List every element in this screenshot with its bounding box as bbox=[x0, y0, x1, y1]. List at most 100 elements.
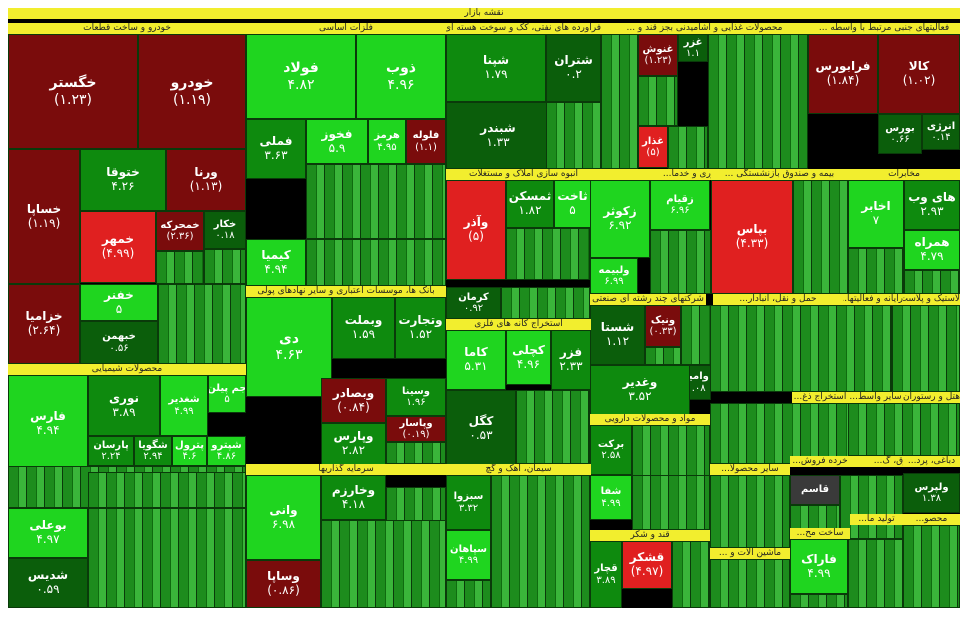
sector-header: انبوه سازی املاک و مستغلات bbox=[446, 169, 601, 180]
tile-symbol: فملی bbox=[259, 134, 293, 149]
small-cap-tiles-region bbox=[306, 164, 446, 239]
treemap-tile[interactable]: قچار ۳.۸۹ bbox=[590, 541, 622, 608]
treemap-tile[interactable]: هرمز ۴.۹۵ bbox=[368, 119, 406, 164]
sector-header: سایر واسط... bbox=[848, 392, 903, 403]
treemap-tile[interactable]: فرابورس (۱.۸۴) bbox=[808, 34, 878, 114]
treemap-tile[interactable]: وبصادر (۰.۸۴) bbox=[321, 378, 386, 423]
treemap-tile[interactable]: کچلی ۴.۹۶ bbox=[506, 330, 551, 385]
treemap-tile[interactable]: ثمسکن ۱.۸۲ bbox=[506, 180, 554, 228]
treemap-tile[interactable]: نوری ۳.۸۹ bbox=[88, 375, 160, 436]
treemap-tile[interactable]: فاراک ۴.۹۹ bbox=[790, 539, 848, 594]
tile-change: ۴.۶۳ bbox=[275, 347, 303, 363]
tile-change: ۳.۵۲ bbox=[628, 389, 652, 403]
treemap-tile[interactable]: پترول ۴.۶ bbox=[172, 436, 207, 466]
treemap-tile[interactable]: پارسان ۲.۲۴ bbox=[88, 436, 134, 466]
tile-symbol: خکار bbox=[213, 218, 237, 230]
sector-header: فعالیتهای جنبی مرتبط با واسطه ... bbox=[808, 23, 960, 34]
treemap-tile[interactable]: خمحرکه (۲.۳۶) bbox=[156, 211, 204, 251]
treemap-tile[interactable]: وانی ۶.۹۸ bbox=[246, 475, 321, 560]
treemap-tile[interactable]: ولپرس ۱.۳۸ bbox=[903, 473, 960, 513]
small-cap-tiles-region bbox=[491, 475, 590, 608]
treemap-tile[interactable]: زکوثر ۶.۹۲ bbox=[590, 180, 650, 258]
treemap-tile[interactable]: وتجارت ۱.۵۲ bbox=[395, 297, 446, 359]
treemap-tile[interactable]: سبزوا ۳.۳۲ bbox=[446, 475, 491, 530]
treemap-tile[interactable]: های وب ۲.۹۳ bbox=[904, 180, 960, 230]
treemap-tile[interactable]: ونیک (۰.۳۳) bbox=[645, 305, 681, 347]
treemap-tile[interactable]: خگستر (۱.۲۳) bbox=[8, 34, 138, 149]
treemap-tile[interactable]: خودرو (۱.۱۹) bbox=[138, 34, 246, 149]
sector-header: ماشین آلات و ... bbox=[710, 548, 790, 559]
tile-change: (۴.۹۹) bbox=[101, 246, 135, 260]
treemap-tile[interactable]: سپاهان ۴.۹۹ bbox=[446, 530, 491, 580]
treemap-tile[interactable]: قشکر (۴.۹۷) bbox=[622, 541, 672, 589]
treemap-tile[interactable]: شغدیر ۴.۹۹ bbox=[160, 375, 208, 436]
treemap-tile[interactable]: بورس ۰.۶۶ bbox=[878, 114, 922, 154]
tile-symbol: انرژی bbox=[926, 120, 956, 132]
treemap-tile[interactable]: خساپا (۱.۱۹) bbox=[8, 149, 80, 284]
treemap-tile[interactable]: انرژی ۰.۱۴ bbox=[922, 114, 960, 150]
treemap-tile[interactable]: غزر ۱.۱ bbox=[678, 34, 708, 62]
treemap-tile[interactable]: همراه ۴.۷۹ bbox=[904, 230, 960, 270]
treemap-tile[interactable]: شبندر ۱.۳۳ bbox=[446, 102, 550, 169]
treemap-tile[interactable]: شپنا ۱.۷۹ bbox=[446, 34, 546, 102]
treemap-tile[interactable]: دی ۴.۶۳ bbox=[246, 297, 332, 397]
treemap-tile[interactable]: جم پیلن ۵ bbox=[208, 375, 246, 413]
treemap-tile[interactable]: ولبیمه ۶.۹۹ bbox=[590, 258, 638, 294]
treemap-tile[interactable]: بوعلی ۴.۹۷ bbox=[8, 508, 88, 558]
sector-header: فلزات اساسی bbox=[246, 23, 446, 34]
treemap-tile[interactable]: خفنر ۵ bbox=[80, 284, 158, 321]
treemap-tile[interactable]: کالا (۱.۰۲) bbox=[878, 34, 960, 114]
treemap-tile[interactable]: اخابر ۷ bbox=[848, 180, 904, 248]
treemap-tile[interactable]: خزامیا (۲.۶۴) bbox=[8, 284, 80, 364]
small-cap-tiles-region bbox=[88, 472, 246, 508]
sector-header: استخراج کانه های فلزی bbox=[446, 319, 591, 330]
treemap-tile[interactable]: غذار (۵) bbox=[638, 126, 668, 168]
treemap-tile[interactable]: فخوز ۵.۹ bbox=[306, 119, 368, 164]
treemap-tile[interactable]: کرمان ۰.۹۲ bbox=[446, 287, 501, 319]
treemap-tile[interactable]: شتران ۰.۲ bbox=[546, 34, 601, 102]
treemap-tile[interactable]: وآذر (۵) bbox=[446, 180, 506, 280]
treemap-tile[interactable]: فارس ۴.۹۴ bbox=[8, 375, 88, 472]
treemap-tile[interactable]: شستا ۱.۱۲ bbox=[590, 305, 645, 365]
treemap-tile[interactable]: فلوله (۱.۱) bbox=[406, 119, 446, 164]
tile-symbol: قچار bbox=[594, 563, 618, 574]
treemap-tile[interactable]: شگویا ۲.۹۴ bbox=[134, 436, 172, 466]
treemap-tile[interactable]: وپارس ۲.۸۲ bbox=[321, 423, 386, 465]
treemap-tile[interactable]: بپاس (۴.۳۳) bbox=[711, 180, 793, 294]
treemap-tile[interactable]: وپاسار (۰.۱۹) bbox=[386, 416, 446, 442]
treemap-tile[interactable]: خبهمن ۰.۵۶ bbox=[80, 321, 158, 364]
tile-symbol: خزامیا bbox=[25, 309, 63, 324]
treemap-tile[interactable]: زقیام ۶.۹۶ bbox=[650, 180, 710, 230]
treemap-tile[interactable]: خمهر (۴.۹۹) bbox=[80, 211, 156, 283]
treemap-tile[interactable]: وخارزم ۴.۱۸ bbox=[321, 475, 386, 520]
treemap-tile[interactable]: کاما ۵.۳۱ bbox=[446, 330, 506, 390]
treemap-tile[interactable]: وغدیر ۳.۵۲ bbox=[590, 365, 690, 415]
small-cap-tiles-region bbox=[638, 76, 678, 126]
treemap-tile[interactable]: کگل ۰.۵۳ bbox=[446, 390, 516, 468]
treemap-tile[interactable]: خکار ۰.۱۸ bbox=[204, 211, 246, 249]
tile-symbol: خگستر bbox=[49, 75, 97, 92]
treemap-tile[interactable]: فزر ۲.۳۳ bbox=[551, 330, 591, 390]
treemap-tile[interactable]: ذوب ۴.۹۶ bbox=[356, 34, 446, 119]
treemap-tile[interactable]: شپترو ۴.۸۶ bbox=[207, 436, 246, 466]
treemap-tile[interactable]: فولاد ۴.۸۲ bbox=[246, 34, 356, 119]
sector-header: خودرو و ساخت قطعات bbox=[8, 23, 246, 34]
small-cap-tiles-region bbox=[904, 270, 960, 294]
treemap-tile[interactable]: قاسم bbox=[790, 475, 840, 505]
treemap-tile[interactable]: شدیس ۰.۵۹ bbox=[8, 558, 88, 608]
treemap-tile[interactable]: غنوش (۱.۲۳) bbox=[638, 34, 678, 76]
treemap-tile[interactable]: ثاخت ۵ bbox=[554, 180, 591, 228]
treemap-tile[interactable]: وساپا (۰.۸۶) bbox=[246, 560, 321, 608]
treemap-tile[interactable]: برکت ۲.۵۸ bbox=[590, 425, 632, 475]
sector-header: شرکتهای چند رشته ای صنعتی bbox=[590, 294, 706, 305]
tile-symbol: کگل bbox=[468, 414, 494, 429]
treemap-tile[interactable]: ورنا (۱.۱۳) bbox=[166, 149, 246, 211]
tile-symbol: بپاس bbox=[736, 222, 768, 237]
treemap-tile[interactable]: وسینا ۱.۹۶ bbox=[386, 378, 446, 416]
small-cap-tiles-region bbox=[446, 580, 491, 608]
treemap-tile[interactable]: کیمیا ۴.۹۴ bbox=[246, 239, 306, 286]
treemap-tile[interactable]: ختوقا ۴.۲۶ bbox=[80, 149, 166, 211]
treemap-tile[interactable]: شفا ۴.۹۹ bbox=[590, 475, 632, 520]
treemap-tile[interactable]: وبملت ۱.۵۹ bbox=[332, 297, 395, 359]
treemap-tile[interactable]: فملی ۳.۶۳ bbox=[246, 119, 306, 179]
